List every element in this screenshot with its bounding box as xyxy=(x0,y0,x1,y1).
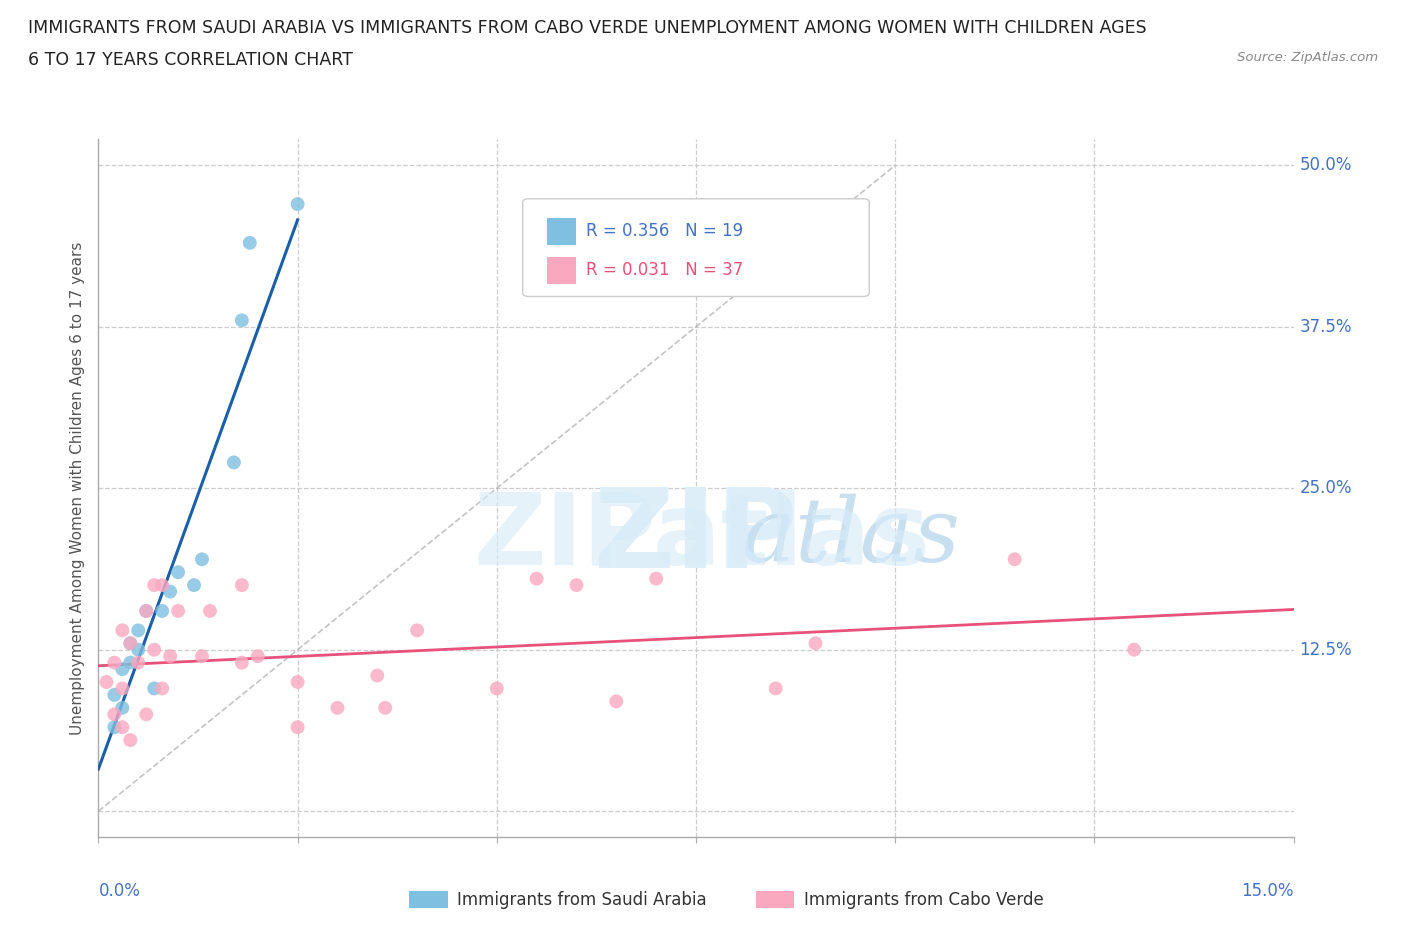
Point xyxy=(287,674,309,689)
Text: IMMIGRANTS FROM SAUDI ARABIA VS IMMIGRANTS FROM CABO VERDE UNEMPLOYMENT AMONG WO: IMMIGRANTS FROM SAUDI ARABIA VS IMMIGRAN… xyxy=(28,19,1147,36)
Point xyxy=(111,681,134,696)
Text: Immigrants from Saudi Arabia: Immigrants from Saudi Arabia xyxy=(457,891,707,909)
Point xyxy=(120,636,142,651)
Point xyxy=(150,578,173,592)
Point xyxy=(246,649,269,664)
Point xyxy=(167,565,190,579)
Text: 0.0%: 0.0% xyxy=(98,883,141,900)
Point xyxy=(231,578,253,592)
Point xyxy=(366,668,388,683)
Point xyxy=(765,681,787,696)
Point xyxy=(191,551,214,566)
Text: Immigrants from Cabo Verde: Immigrants from Cabo Verde xyxy=(804,891,1043,909)
Point xyxy=(127,656,149,671)
Point xyxy=(103,656,125,671)
Point xyxy=(231,312,253,327)
Point xyxy=(287,720,309,735)
Point xyxy=(605,694,627,709)
Point xyxy=(183,578,205,592)
Text: Source: ZipAtlas.com: Source: ZipAtlas.com xyxy=(1237,51,1378,64)
Point xyxy=(645,571,668,586)
Point xyxy=(150,604,173,618)
Text: R = 0.356   N = 19: R = 0.356 N = 19 xyxy=(586,222,744,240)
FancyBboxPatch shape xyxy=(523,199,869,297)
Point xyxy=(103,720,125,735)
Point xyxy=(159,584,181,599)
Text: 37.5%: 37.5% xyxy=(1299,318,1353,336)
Text: 6 TO 17 YEARS CORRELATION CHART: 6 TO 17 YEARS CORRELATION CHART xyxy=(28,51,353,69)
Text: 15.0%: 15.0% xyxy=(1241,883,1294,900)
FancyBboxPatch shape xyxy=(547,218,576,245)
Text: 12.5%: 12.5% xyxy=(1299,641,1353,658)
Point xyxy=(143,643,166,658)
Text: ZIP: ZIP xyxy=(595,484,797,591)
Text: 25.0%: 25.0% xyxy=(1299,479,1353,498)
Point xyxy=(326,700,349,715)
Point xyxy=(111,661,134,676)
Point xyxy=(96,674,118,689)
Point xyxy=(120,636,142,651)
Point xyxy=(127,643,149,658)
Point xyxy=(191,649,214,664)
Point xyxy=(127,623,149,638)
FancyBboxPatch shape xyxy=(547,257,576,284)
Point xyxy=(374,700,396,715)
Point xyxy=(287,196,309,211)
FancyBboxPatch shape xyxy=(409,891,449,908)
Point xyxy=(111,720,134,735)
Point xyxy=(1004,551,1026,566)
Point xyxy=(198,604,221,618)
Point xyxy=(120,656,142,671)
Point xyxy=(485,681,508,696)
Point xyxy=(565,578,588,592)
Point xyxy=(143,681,166,696)
Point xyxy=(120,733,142,748)
Point xyxy=(222,455,245,470)
Point xyxy=(526,571,548,586)
Point xyxy=(111,623,134,638)
Point xyxy=(231,656,253,671)
Text: R = 0.031   N = 37: R = 0.031 N = 37 xyxy=(586,261,744,279)
Point xyxy=(406,623,429,638)
Point xyxy=(159,649,181,664)
Point xyxy=(804,636,827,651)
FancyBboxPatch shape xyxy=(756,891,794,908)
Point xyxy=(239,235,262,250)
Point xyxy=(143,578,166,592)
Y-axis label: Unemployment Among Women with Children Ages 6 to 17 years: Unemployment Among Women with Children A… xyxy=(70,242,86,735)
Point xyxy=(135,604,157,618)
Point xyxy=(103,707,125,722)
Point xyxy=(135,707,157,722)
Text: 50.0%: 50.0% xyxy=(1299,156,1353,174)
Point xyxy=(167,604,190,618)
Point xyxy=(111,700,134,715)
Point xyxy=(150,681,173,696)
Text: ZIPatlas: ZIPatlas xyxy=(474,488,931,586)
Point xyxy=(103,687,125,702)
Text: atlas: atlas xyxy=(742,494,960,580)
Point xyxy=(135,604,157,618)
Point xyxy=(1123,643,1146,658)
